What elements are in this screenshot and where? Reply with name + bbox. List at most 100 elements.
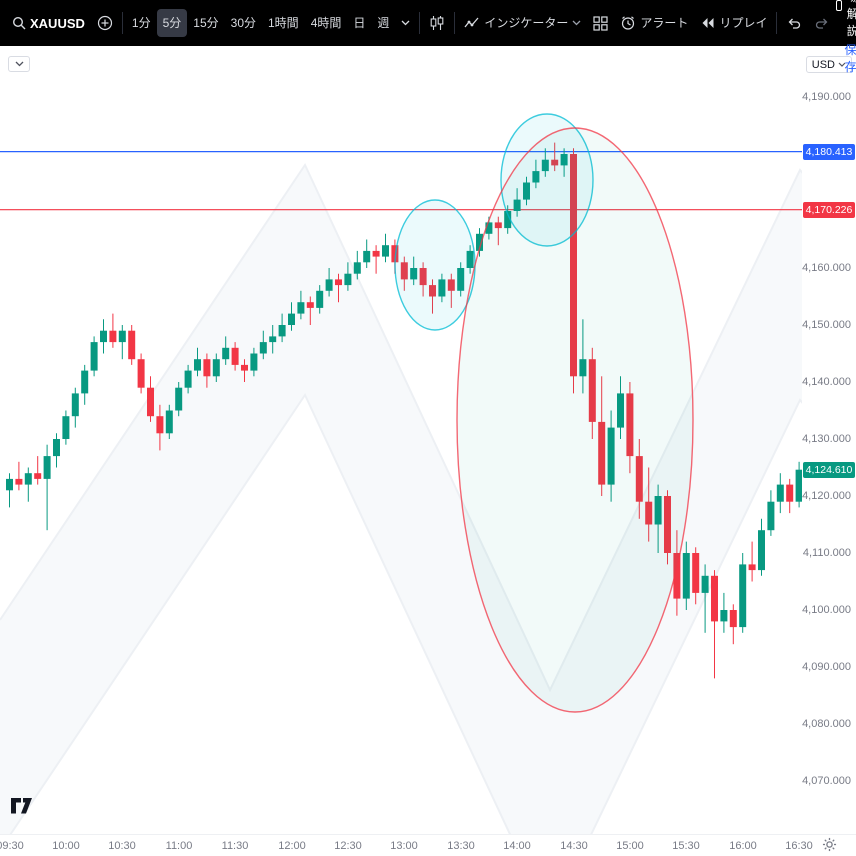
candle-body	[438, 279, 446, 297]
currency-selector[interactable]: USD	[805, 56, 852, 73]
candle-body	[701, 575, 709, 593]
timeframe-button-5分[interactable]: 5分	[156, 9, 188, 37]
candle-body	[212, 359, 220, 377]
candle-body	[729, 610, 737, 628]
timeframe-button-日[interactable]: 日	[347, 9, 371, 37]
redo-button[interactable]	[808, 9, 836, 37]
price-tick-label: 4,150.000	[802, 319, 851, 331]
toolbar-divider	[121, 12, 123, 34]
candle-body	[664, 496, 671, 553]
time-tick-label: 13:30	[447, 840, 475, 852]
alert-button[interactable]: アラート	[614, 9, 694, 37]
candle-body	[673, 553, 681, 599]
candle-body	[278, 325, 286, 337]
toolbar-right-group: 相場解説 保存	[836, 0, 856, 75]
candle-body	[400, 262, 408, 280]
candle-body	[720, 610, 728, 622]
ellipse-drawing[interactable]	[394, 199, 476, 331]
candle-body	[109, 330, 117, 343]
time-axis[interactable]: 09:30 10:00 10:30 11:00 11:30 12:00 12:30 13:00…	[0, 834, 856, 856]
candle-body	[692, 553, 700, 593]
chevron-down-icon	[15, 61, 23, 67]
compare-add-button[interactable]	[91, 9, 119, 37]
candle-body	[81, 370, 89, 394]
rewind-icon	[702, 18, 714, 28]
candle-body	[71, 393, 79, 417]
time-tick-label: 14:30	[560, 840, 588, 852]
candle-body	[53, 439, 60, 457]
candle-body	[175, 387, 183, 411]
timeframe-group: 1分 5分 15分 30分 1時間 4時間日週	[126, 9, 396, 37]
timeframe-button-1時間[interactable]: 1時間	[262, 9, 305, 37]
candle-body	[90, 342, 98, 371]
candle-body	[579, 359, 587, 377]
candle-body	[682, 553, 690, 599]
time-tick-label: 16:30	[785, 840, 813, 852]
candle-body	[128, 330, 136, 360]
checkbox-icon	[836, 0, 842, 11]
indicators-button[interactable]: インジケーター	[458, 9, 587, 37]
replay-button[interactable]: リプレイ	[694, 9, 773, 37]
indicators-icon	[464, 17, 479, 28]
candle-body	[43, 456, 51, 479]
candle-body	[62, 416, 70, 439]
price-tick-label: 4,100.000	[802, 604, 851, 616]
candle-body	[767, 501, 775, 531]
chart-style-button[interactable]	[423, 9, 451, 37]
candle-body	[457, 268, 465, 291]
save-button[interactable]: 保存	[836, 41, 856, 75]
chevron-down-icon	[838, 62, 846, 67]
chart-area[interactable]: 4,190.000 4,160.000 4,150.000 4,140.000 4,13…	[0, 46, 856, 856]
timeframe-expand-button[interactable]	[395, 9, 416, 37]
candle-body	[598, 421, 606, 485]
candle-body	[335, 279, 342, 286]
market-commentary-label: 相場解説	[846, 0, 856, 38]
indicator-templates-button[interactable]	[587, 9, 614, 37]
timeframe-button-1分[interactable]: 1分	[126, 9, 157, 37]
candle-body	[269, 336, 277, 343]
time-tick-label: 09:30	[0, 840, 24, 852]
ellipse-drawing[interactable]	[456, 127, 694, 713]
background-watermark	[0, 165, 856, 856]
undo-button[interactable]	[780, 9, 808, 37]
tradingview-logo-icon	[11, 798, 32, 814]
grid-templates-icon	[593, 15, 609, 31]
chart-options-dropdown[interactable]	[8, 56, 30, 72]
toolbar-divider	[776, 12, 778, 34]
candle-body	[410, 268, 418, 280]
timeframe-button-週[interactable]: 週	[371, 9, 395, 37]
candle-body	[523, 182, 530, 200]
candle-body	[34, 473, 42, 479]
timeframe-button-4時間[interactable]: 4時間	[305, 9, 348, 37]
candle-body	[372, 250, 380, 257]
candle-body	[776, 484, 784, 502]
timeframe-button-15分[interactable]: 15分	[187, 9, 224, 37]
timeframe-button-30分[interactable]: 30分	[225, 9, 262, 37]
time-tick-label: 10:00	[52, 840, 80, 852]
tradingview-logo[interactable]	[10, 797, 34, 820]
currency-label: USD	[811, 58, 835, 71]
settings-gear-icon[interactable]	[820, 835, 838, 853]
time-tick-label: 16:00	[729, 840, 757, 852]
candle-body	[551, 159, 559, 166]
time-tick-label: 11:30	[221, 840, 249, 852]
price-axis[interactable]: 4,190.000 4,160.000 4,150.000 4,140.000 4,13…	[802, 46, 856, 834]
candle-body	[626, 393, 634, 457]
price-tick-label: 4,090.000	[802, 661, 851, 673]
market-commentary-toggle[interactable]: 相場解説	[836, 0, 856, 39]
candle-body	[100, 330, 107, 343]
candle-body	[259, 342, 267, 354]
candle-body	[297, 302, 305, 314]
candle-body	[617, 393, 624, 428]
candle-body	[476, 233, 483, 251]
candle-body	[288, 313, 295, 325]
ellipse-drawing[interactable]	[500, 113, 594, 247]
chevron-down-icon	[572, 20, 581, 26]
candle-body	[306, 302, 314, 308]
price-tick-label: 4,190.000	[802, 91, 851, 103]
candle-body	[382, 245, 389, 257]
price-tick-label: 4,160.000	[802, 262, 851, 274]
redo-arrow-icon	[816, 18, 828, 29]
symbol-search-button[interactable]: XAUUSD	[6, 9, 91, 37]
time-tick-label: 15:30	[672, 840, 700, 852]
